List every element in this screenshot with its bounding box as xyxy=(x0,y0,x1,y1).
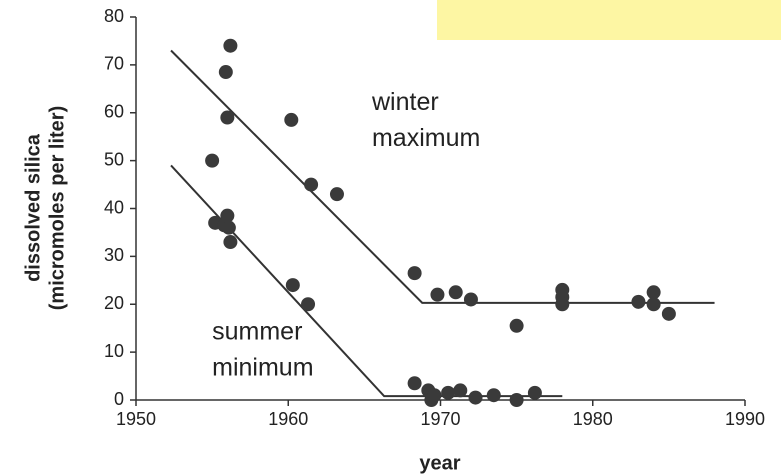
annotation: winter xyxy=(371,88,439,116)
data-point xyxy=(223,38,238,53)
data-point xyxy=(486,388,501,403)
annotation: minimum xyxy=(212,354,313,382)
y-axis-label-line: dissolved silica xyxy=(22,133,44,282)
x-tick-label: 1990 xyxy=(725,409,765,429)
data-point xyxy=(304,177,319,192)
data-point xyxy=(220,110,235,125)
data-point xyxy=(205,153,220,168)
trend-line xyxy=(170,49,715,304)
data-point xyxy=(448,285,463,300)
trend-line xyxy=(170,164,563,398)
data-point xyxy=(555,297,570,312)
annotation: maximum xyxy=(372,124,480,152)
y-tick-label: 50 xyxy=(104,149,124,169)
x-tick-label: 1960 xyxy=(268,409,308,429)
data-point xyxy=(301,297,316,312)
data-point xyxy=(407,376,422,391)
y-axis-label: dissolved silica (micromoles per liter) xyxy=(22,106,68,311)
data-point xyxy=(441,385,456,400)
x-tick-label: 1970 xyxy=(420,409,460,429)
y-tick-label: 30 xyxy=(104,245,124,265)
y-tick-label: 20 xyxy=(104,293,124,313)
x-tick-label: 1980 xyxy=(573,409,613,429)
data-point xyxy=(463,292,478,307)
data-point xyxy=(527,385,542,400)
data-point xyxy=(631,294,646,309)
data-point xyxy=(509,393,524,407)
data-point xyxy=(509,318,524,333)
y-tick-label: 70 xyxy=(104,54,124,74)
y-tick-label: 0 xyxy=(114,389,124,409)
data-point xyxy=(661,306,676,321)
data-point xyxy=(646,285,661,300)
data-point xyxy=(220,208,235,223)
y-tick-label: 10 xyxy=(104,341,124,361)
data-point xyxy=(427,388,442,403)
data-point xyxy=(646,297,661,312)
data-point xyxy=(223,235,238,250)
data-point xyxy=(218,65,233,80)
data-point xyxy=(407,266,422,281)
data-point xyxy=(284,112,299,127)
data-point xyxy=(468,390,483,405)
y-tick-label: 40 xyxy=(104,197,124,217)
data-point xyxy=(430,287,445,302)
y-axis-label-line: (micromoles per liter) xyxy=(46,106,68,311)
y-tick-label: 60 xyxy=(104,102,124,122)
data-point xyxy=(221,220,236,235)
highlight-box xyxy=(437,0,781,40)
data-point xyxy=(453,383,468,398)
y-tick-label: 80 xyxy=(104,6,124,26)
annotation: summer xyxy=(212,318,302,346)
data-point xyxy=(285,278,300,293)
x-tick-label: 1950 xyxy=(116,409,156,429)
data-point xyxy=(329,187,344,202)
x-axis-label: year xyxy=(419,452,460,474)
